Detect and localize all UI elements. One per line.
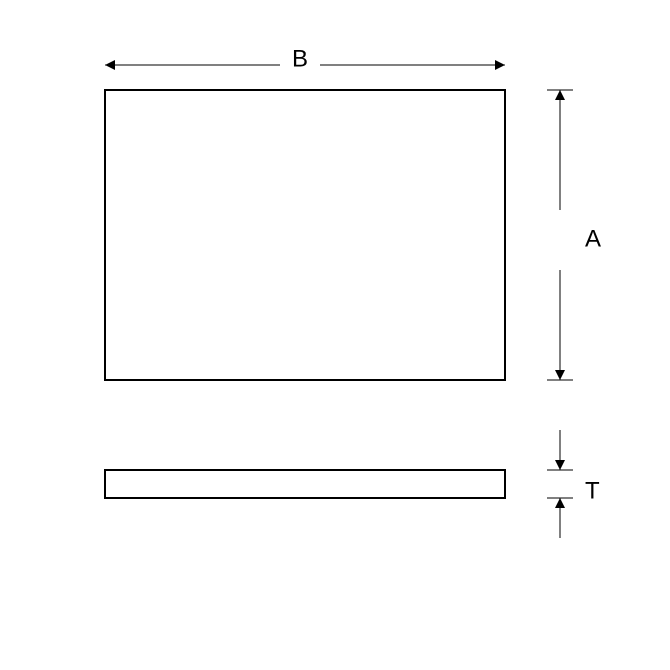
plate-top-view: [105, 90, 505, 380]
arrowhead: [555, 460, 565, 470]
arrowhead: [555, 370, 565, 380]
dimension-label-t: T: [585, 477, 600, 504]
dimension-diagram: B A T: [0, 0, 670, 670]
arrowhead: [555, 498, 565, 508]
plate-side-view: [105, 470, 505, 498]
dimension-label-b: B: [292, 45, 308, 72]
arrowhead: [495, 60, 505, 70]
arrowhead: [105, 60, 115, 70]
arrowhead: [555, 90, 565, 100]
dimension-label-a: A: [585, 225, 601, 252]
